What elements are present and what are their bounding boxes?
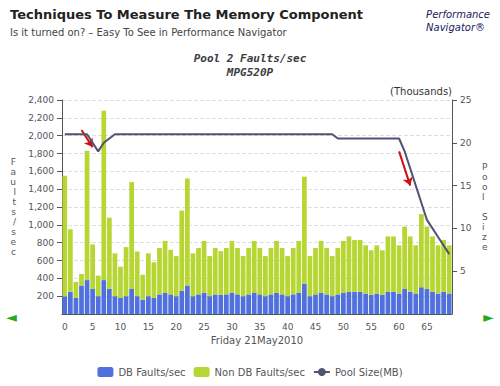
svg-text:5: 5: [460, 266, 466, 276]
svg-text:e: e: [482, 242, 488, 252]
svg-text:l: l: [13, 187, 16, 197]
svg-text:2,400: 2,400: [28, 95, 54, 105]
svg-text:1,400: 1,400: [28, 184, 54, 194]
svg-text:1,200: 1,200: [28, 202, 54, 212]
svg-text:Techniques To Measure The Memo: Techniques To Measure The Memory Compone…: [10, 7, 363, 22]
svg-text:35: 35: [254, 322, 265, 332]
svg-text:55: 55: [365, 322, 376, 332]
svg-text:600: 600: [37, 256, 54, 266]
svg-text:t: t: [12, 197, 16, 207]
svg-text:1,000: 1,000: [28, 220, 54, 230]
svg-text:400: 400: [37, 273, 54, 283]
svg-text:10: 10: [115, 322, 127, 332]
svg-text:15: 15: [143, 322, 154, 332]
svg-text:20: 20: [460, 138, 472, 148]
svg-text:Pool 2 Faults/sec: Pool 2 Faults/sec: [194, 52, 307, 65]
svg-text:s: s: [11, 207, 16, 217]
svg-text:e: e: [10, 237, 16, 247]
svg-text:5: 5: [90, 322, 96, 332]
svg-text:S: S: [482, 212, 488, 222]
svg-text:800: 800: [37, 238, 54, 248]
svg-text:15: 15: [460, 181, 471, 191]
svg-text:25: 25: [460, 95, 471, 105]
svg-text:(Thousands): (Thousands): [390, 86, 452, 97]
svg-text:65: 65: [421, 322, 432, 332]
svg-text:s: s: [11, 227, 16, 237]
svg-text:60: 60: [393, 322, 405, 332]
svg-text:P: P: [482, 162, 488, 172]
svg-text:DB Faults/sec: DB Faults/sec: [118, 367, 185, 378]
svg-text:◄: ◄: [6, 309, 17, 325]
svg-text:40: 40: [282, 322, 294, 332]
svg-text:l: l: [482, 192, 485, 202]
svg-text:10: 10: [460, 223, 472, 233]
svg-text:Pool Size(MB): Pool Size(MB): [335, 367, 403, 378]
svg-text:u: u: [10, 177, 16, 187]
svg-text:200: 200: [37, 291, 54, 301]
svg-text:Friday 21May2010: Friday 21May2010: [211, 335, 303, 346]
svg-text:Is it turned on? – Easy To See: Is it turned on? – Easy To See in Perfor…: [10, 27, 288, 38]
svg-text:c: c: [11, 247, 16, 257]
svg-text:a: a: [10, 167, 16, 177]
svg-text:50: 50: [338, 322, 350, 332]
svg-text:20: 20: [170, 322, 182, 332]
svg-text:1,600: 1,600: [28, 166, 54, 176]
svg-text:F: F: [11, 157, 16, 167]
svg-text:1,800: 1,800: [28, 149, 54, 159]
svg-text:2,200: 2,200: [28, 113, 54, 123]
svg-text:Performance: Performance: [426, 9, 490, 20]
svg-text:45: 45: [310, 322, 321, 332]
svg-text:i: i: [482, 222, 485, 232]
svg-text:z: z: [482, 232, 487, 242]
svg-text:0: 0: [62, 322, 68, 332]
svg-text:o: o: [482, 182, 488, 192]
svg-text:/: /: [13, 217, 17, 227]
svg-text:►: ►: [483, 309, 494, 325]
svg-text:25: 25: [198, 322, 209, 332]
svg-text:MPG520P: MPG520P: [226, 66, 274, 79]
svg-text:2,000: 2,000: [28, 131, 54, 141]
svg-text:Non DB Faults/sec: Non DB Faults/sec: [215, 367, 305, 378]
svg-text:Navigator®: Navigator®: [426, 22, 485, 33]
svg-text:30: 30: [226, 322, 238, 332]
svg-text:o: o: [482, 172, 488, 182]
